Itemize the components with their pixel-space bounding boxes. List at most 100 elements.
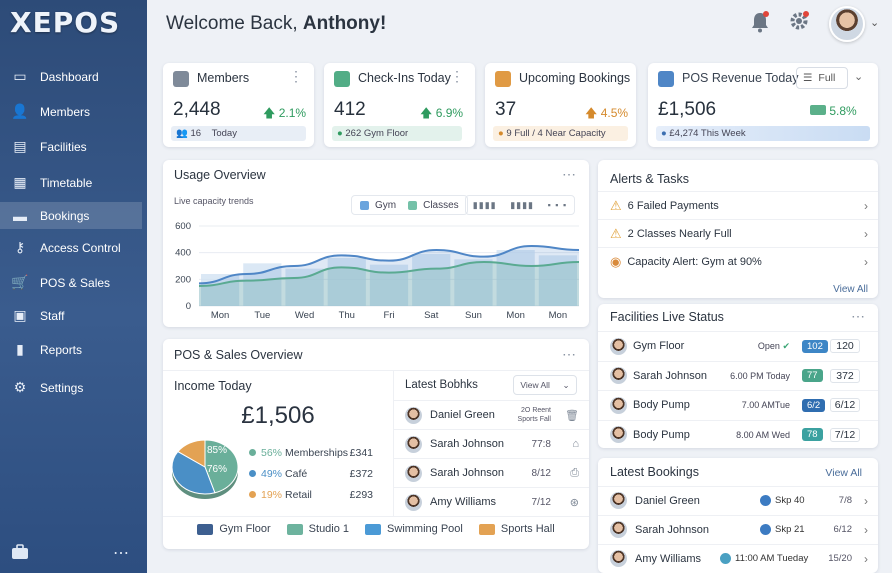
- facility-total: 372: [830, 368, 860, 383]
- usage-subtitle: Live capacity trends: [174, 196, 254, 206]
- sidebar-item-bookings[interactable]: ▬ Bookings: [0, 202, 142, 229]
- facility-meta-text: Open: [757, 340, 780, 351]
- facility-row[interactable]: Gym Floor Open ✔ 102 120: [598, 331, 878, 360]
- latest-booking-tag: 11:00 AM Tueday: [720, 553, 808, 564]
- avatar[interactable]: [829, 6, 865, 42]
- avatar: [610, 492, 627, 509]
- sidebar-item-staff[interactable]: ▣ Staff: [0, 302, 142, 329]
- more-icon[interactable]: ⋯: [562, 166, 577, 182]
- bar-chart-icon[interactable]: ▮▮▮▮: [510, 199, 535, 210]
- booking-row[interactable]: Sarah Johnson 77:8 ⌂: [393, 429, 589, 458]
- background-bar: [496, 250, 535, 306]
- briefcase-icon[interactable]: [11, 543, 29, 563]
- chevron-down-icon[interactable]: ⌄: [870, 17, 880, 29]
- facility-row[interactable]: Body Pump 7.00 AMTue 6/2 6/12: [598, 390, 878, 419]
- upcoming-bookings-card[interactable]: Upcoming Bookings 37 🡅 4.5% ● 9 Full / 4…: [485, 63, 636, 147]
- clock-icon: [720, 553, 731, 564]
- sidebar-item-label: Access Control: [40, 240, 121, 255]
- more-icon[interactable]: ⋮: [450, 68, 465, 84]
- latest-bookings-view-all-link[interactable]: View All: [825, 467, 862, 479]
- latest-booking-row[interactable]: Sarah Johnson Skp 21 6/12 ›: [598, 515, 878, 543]
- alerts-view-all-link[interactable]: View All: [833, 284, 868, 295]
- checkins-foot: 262 Gym Floor: [345, 128, 409, 139]
- arrow-up-icon: 🡅: [585, 106, 598, 120]
- more-icon[interactable]: ⋯: [851, 308, 866, 324]
- alert-item[interactable]: ⚠ 2 Classes Nearly Full ›: [598, 219, 878, 247]
- booking-meta-1: 7/12: [531, 496, 551, 508]
- latest-booking-row[interactable]: Daniel Green Skp 40 7/8 ›: [598, 486, 878, 514]
- more-icon[interactable]: ⋯: [562, 346, 577, 362]
- bar-chart-icon[interactable]: ▮▮▮▮: [472, 199, 497, 210]
- line-gym: [198, 244, 580, 285]
- bookings-foot-sep: /: [532, 128, 535, 139]
- sidebar-item-pos-sales[interactable]: 🛒 POS & Sales: [0, 269, 142, 296]
- legend-dot: [249, 491, 256, 498]
- latest-booking-meta: 7/8: [839, 495, 852, 506]
- calendar-icon: [495, 71, 511, 87]
- facility-total-value: 6/12: [834, 399, 856, 411]
- welcome-text: Welcome Back,: [166, 13, 303, 34]
- facility-row[interactable]: Body Pump 8.00 AM Wed 78 7/12: [598, 419, 878, 449]
- facility-meta-text: 6.00 PM Today: [730, 370, 790, 381]
- view-all-select[interactable]: View All ⌄: [513, 375, 577, 395]
- booking-meta-1: 77:8: [531, 438, 551, 450]
- members-title: Members: [197, 71, 250, 85]
- alert-text: 2 Classes Nearly Full: [627, 227, 732, 240]
- members-icon: [173, 71, 189, 87]
- facility-meta: 8.00 AM Wed: [736, 430, 790, 440]
- bookings-value: 37: [495, 99, 517, 120]
- booking-row[interactable]: Sarah Johnson 8/12 ⎙: [393, 458, 589, 487]
- avatar: [610, 337, 627, 355]
- legend-gym: Gym: [375, 199, 397, 211]
- revenue-filter-select[interactable]: ☰ Full: [796, 67, 848, 89]
- bar-chart-icon[interactable]: ▪ ▪ ▪: [547, 200, 568, 210]
- sidebar-item-reports[interactable]: ▮ Reports: [0, 336, 142, 363]
- booking-row[interactable]: Daniel Green 2O Reent Sports Fall 🗑: [393, 400, 589, 429]
- booking-meta-2: Sports Fall: [517, 416, 551, 423]
- breakdown-pct: 19%: [261, 488, 283, 501]
- notification-bell-icon[interactable]: [750, 11, 772, 33]
- members-card[interactable]: Members ⋮ 2,448 🡅 2.1% 👥 16 Today: [163, 63, 314, 147]
- sidebar-item-label: Dashboard: [40, 69, 99, 84]
- print-icon[interactable]: ⎙: [570, 466, 579, 479]
- members-change-value: 2.1%: [278, 106, 307, 120]
- line-classes: [198, 260, 580, 287]
- filter-icon: ☰: [803, 72, 813, 84]
- revenue-filter-value: Full: [818, 72, 836, 84]
- alerts-card: Alerts & Tasks ⚠ 6 Failed Payments › ⚠ 2 Cla…: [598, 160, 878, 298]
- sidebar-item-access-control[interactable]: ⚷ Access Control: [0, 234, 142, 261]
- sidebar-item-dashboard[interactable]: ▭ Dashboard: [0, 63, 142, 90]
- gear-icon[interactable]: [789, 11, 811, 33]
- card-icon: [658, 71, 674, 87]
- background-bar: [327, 258, 366, 306]
- alert-item[interactable]: ◉ Capacity Alert: Gym at 90% ›: [598, 247, 878, 275]
- latest-booking-name: Amy Williams: [635, 552, 701, 565]
- facility-row[interactable]: Sarah Johnson 6.00 PM Today 77 372: [598, 360, 878, 390]
- booking-row[interactable]: Amy Williams 7/12 ⊛: [393, 487, 589, 516]
- bar-view-toggle[interactable]: ▮▮▮▮ ▮▮▮▮ ▪ ▪ ▪: [465, 195, 575, 215]
- settings-icon[interactable]: ⊛: [569, 496, 579, 509]
- check-icon: ✔: [782, 340, 790, 351]
- tag-icon: [760, 495, 771, 506]
- pos-revenue-card[interactable]: POS Revenue Today ☰ Full ⌄ £1,506 5.8% ● …: [648, 63, 878, 147]
- chevron-right-icon: ›: [864, 254, 868, 269]
- checkins-card[interactable]: Check-Ins Today ⋮ 412 🡅 6.9% ● 262 Gym F…: [324, 63, 475, 147]
- sidebar-item-timetable[interactable]: ▦ Timetable: [0, 169, 142, 196]
- sidebar-item-settings[interactable]: ⚙ Settings: [0, 374, 142, 401]
- sidebar-item-members[interactable]: 👤 Members: [0, 98, 142, 125]
- warning-icon: ⚠: [610, 197, 622, 213]
- alert-item[interactable]: ⚠ 6 Failed Payments ›: [598, 191, 878, 219]
- more-icon[interactable]: ⋯: [113, 545, 129, 562]
- sidebar-item-facilities[interactable]: ▤ Facilities: [0, 133, 142, 160]
- trash-icon[interactable]: 🗑: [565, 409, 579, 422]
- facility-meta: Open ✔: [758, 341, 790, 352]
- facility-legend: Gym Floor Studio 1 Swimming Pool Sports Hal…: [163, 523, 589, 535]
- facility-total: 6/12: [830, 398, 860, 412]
- members-footer: 👥 16 Today: [171, 126, 306, 141]
- bookings-foot-near: 4 Near Capacity: [537, 128, 606, 139]
- booking-meta: 8/12: [532, 468, 551, 478]
- tag-icon[interactable]: ⌂: [572, 438, 579, 450]
- chevron-down-icon[interactable]: ⌄: [854, 71, 864, 83]
- more-icon[interactable]: ⋮: [289, 68, 304, 84]
- latest-booking-row[interactable]: Amy Williams 11:00 AM Tueday 15/20 ›: [598, 544, 878, 572]
